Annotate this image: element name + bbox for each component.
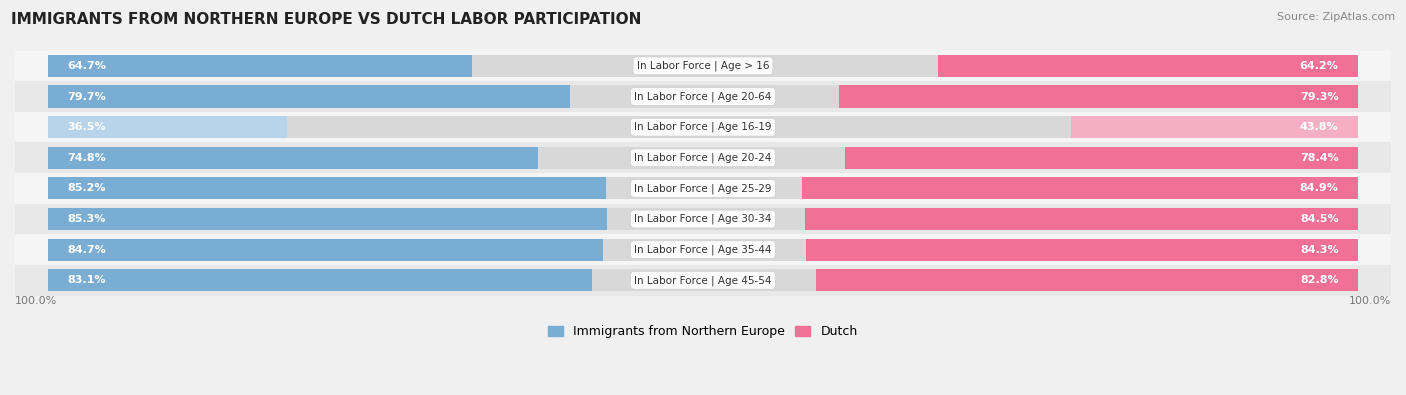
Bar — [48, 116, 703, 138]
Bar — [15, 81, 1391, 112]
Text: In Labor Force | Age 16-19: In Labor Force | Age 16-19 — [634, 122, 772, 132]
Bar — [48, 269, 592, 292]
Text: 83.1%: 83.1% — [67, 275, 105, 285]
Bar — [48, 85, 703, 107]
Bar — [838, 85, 1358, 107]
Bar — [703, 85, 1358, 107]
Legend: Immigrants from Northern Europe, Dutch: Immigrants from Northern Europe, Dutch — [544, 320, 862, 343]
Bar — [48, 147, 538, 169]
Bar — [48, 177, 606, 199]
Text: 84.3%: 84.3% — [1301, 245, 1339, 255]
Text: 84.9%: 84.9% — [1299, 183, 1339, 194]
Bar — [15, 234, 1391, 265]
Bar — [15, 265, 1391, 295]
Bar — [15, 143, 1391, 173]
Bar — [703, 116, 1358, 138]
Text: 85.2%: 85.2% — [67, 183, 105, 194]
Bar — [48, 239, 703, 261]
Text: 82.8%: 82.8% — [1301, 275, 1339, 285]
Text: Source: ZipAtlas.com: Source: ZipAtlas.com — [1277, 12, 1395, 22]
Text: 64.2%: 64.2% — [1299, 61, 1339, 71]
Bar — [48, 208, 606, 230]
Text: In Labor Force | Age 35-44: In Labor Force | Age 35-44 — [634, 245, 772, 255]
Bar — [815, 269, 1358, 292]
Bar — [15, 112, 1391, 143]
Text: 79.7%: 79.7% — [67, 92, 107, 102]
Bar — [48, 177, 703, 199]
Bar — [48, 116, 287, 138]
Text: In Labor Force | Age 20-64: In Labor Force | Age 20-64 — [634, 91, 772, 102]
Bar — [703, 239, 1358, 261]
Bar — [804, 208, 1358, 230]
Text: 64.7%: 64.7% — [67, 61, 107, 71]
Text: In Labor Force | Age 20-24: In Labor Force | Age 20-24 — [634, 152, 772, 163]
Text: 79.3%: 79.3% — [1301, 92, 1339, 102]
Text: 74.8%: 74.8% — [67, 153, 107, 163]
Bar — [703, 177, 1358, 199]
Bar — [806, 239, 1358, 261]
Bar — [48, 55, 703, 77]
Bar — [703, 269, 1358, 292]
Text: In Labor Force | Age 30-34: In Labor Force | Age 30-34 — [634, 214, 772, 224]
Text: 85.3%: 85.3% — [67, 214, 105, 224]
Text: 43.8%: 43.8% — [1301, 122, 1339, 132]
Bar — [845, 147, 1358, 169]
Text: 36.5%: 36.5% — [67, 122, 105, 132]
Text: 78.4%: 78.4% — [1299, 153, 1339, 163]
Bar — [801, 177, 1358, 199]
Bar — [15, 173, 1391, 204]
Text: In Labor Force | Age 25-29: In Labor Force | Age 25-29 — [634, 183, 772, 194]
Bar — [15, 51, 1391, 81]
Bar — [48, 239, 603, 261]
Text: 100.0%: 100.0% — [15, 295, 58, 306]
Text: In Labor Force | Age 45-54: In Labor Force | Age 45-54 — [634, 275, 772, 286]
Text: 84.5%: 84.5% — [1301, 214, 1339, 224]
Text: 100.0%: 100.0% — [1348, 295, 1391, 306]
Bar — [48, 147, 703, 169]
Bar — [48, 208, 703, 230]
Bar — [48, 55, 471, 77]
Bar — [48, 269, 703, 292]
Text: In Labor Force | Age > 16: In Labor Force | Age > 16 — [637, 60, 769, 71]
Bar — [703, 55, 1358, 77]
Text: IMMIGRANTS FROM NORTHERN EUROPE VS DUTCH LABOR PARTICIPATION: IMMIGRANTS FROM NORTHERN EUROPE VS DUTCH… — [11, 12, 641, 27]
Bar — [48, 85, 569, 107]
Bar — [703, 208, 1358, 230]
Bar — [15, 204, 1391, 234]
Text: 84.7%: 84.7% — [67, 245, 107, 255]
Bar — [1071, 116, 1358, 138]
Bar — [938, 55, 1358, 77]
Bar — [703, 147, 1358, 169]
